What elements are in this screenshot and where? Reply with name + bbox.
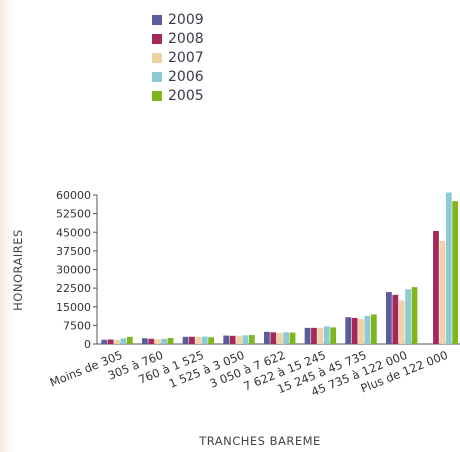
bar-2007-6: [358, 318, 364, 344]
bar-2009-2: [182, 336, 189, 344]
x-axis-title: TRANCHES BAREME: [198, 434, 321, 448]
bar-2006-3: [242, 335, 249, 344]
bar-2008-7: [392, 294, 399, 344]
bar-2008-2: [189, 336, 195, 344]
bar-2007-4: [276, 333, 283, 344]
bar-2008-4: [270, 332, 277, 344]
legend-item-2006: 2006: [152, 67, 204, 86]
legend-label: 2008: [168, 30, 204, 47]
y-tick-label: 15000: [56, 301, 91, 314]
bar-2005-5: [330, 327, 337, 344]
bar-2009-3: [223, 335, 230, 344]
y-tick-label: 7500: [63, 319, 91, 332]
bar-2009-7: [386, 292, 392, 344]
bar-2007-1: [154, 339, 161, 344]
bar-2005-3: [248, 335, 255, 344]
bar-2006-4: [283, 332, 289, 344]
bar-2009-1: [142, 338, 148, 344]
legend-label: 2006: [168, 68, 204, 85]
legend-swatch: [152, 52, 162, 63]
bar-2008-3: [229, 335, 236, 344]
legend-swatch: [152, 33, 162, 44]
y-axis-title: HONORAIRES: [11, 229, 25, 311]
bar-2006-8: [445, 192, 452, 344]
bar-2009-6: [345, 317, 352, 344]
bar-2009-0: [101, 339, 108, 344]
bar-2008-0: [107, 339, 114, 344]
bars-group: [101, 192, 459, 344]
chart-legend: 2009 2008 2007 2006 2005: [152, 10, 204, 105]
bar-2009-4: [264, 331, 270, 344]
y-tick-label: 45000: [56, 226, 91, 239]
bar-2008-1: [148, 338, 155, 344]
bar-2005-1: [167, 338, 174, 344]
bar-2007-5: [317, 327, 324, 344]
legend-item-2007: 2007: [152, 48, 204, 67]
y-tick-label: 22500: [56, 282, 91, 295]
legend-item-2008: 2008: [152, 29, 204, 48]
left-edge-decoration: [0, 0, 14, 452]
bar-2006-7: [405, 289, 411, 344]
legend-swatch: [152, 14, 162, 25]
y-tick-label: 30000: [56, 264, 91, 277]
y-tick-label: 52500: [56, 208, 91, 221]
bar-2007-2: [195, 337, 202, 344]
bar-2006-2: [201, 336, 208, 344]
legend-item-2005: 2005: [152, 86, 204, 105]
bar-2006-5: [323, 326, 330, 344]
bar-2008-5: [311, 327, 317, 344]
bar-2006-1: [161, 338, 167, 344]
bar-2005-0: [126, 336, 133, 344]
legend-label: 2007: [168, 49, 204, 66]
bar-2007-7: [398, 300, 405, 344]
legend-swatch: [152, 90, 162, 101]
legend-label: 2009: [168, 11, 204, 28]
bar-2008-8: [433, 231, 439, 344]
bar-2009-5: [304, 327, 311, 344]
legend-label: 2005: [168, 87, 204, 104]
bar-2007-0: [114, 340, 120, 344]
bar-2008-6: [351, 317, 358, 344]
y-tick-label: 60000: [56, 189, 91, 202]
axis-group: 0 7500 15000 22500 30000 37500 45000 52500 60000: [56, 189, 460, 351]
y-tick-label: 37500: [56, 245, 91, 258]
bar-2006-6: [364, 315, 371, 344]
bar-2005-8: [452, 201, 459, 344]
y-tick-label: 0: [84, 338, 91, 351]
bar-2005-6: [370, 314, 377, 344]
legend-swatch: [152, 71, 162, 82]
bar-2007-3: [236, 335, 242, 344]
bar-2007-8: [439, 240, 446, 344]
bar-2005-7: [411, 287, 418, 344]
bar-2006-0: [120, 338, 127, 344]
bar-2005-4: [289, 332, 296, 344]
legend-item-2009: 2009: [152, 10, 204, 29]
bar-2005-2: [208, 337, 215, 344]
